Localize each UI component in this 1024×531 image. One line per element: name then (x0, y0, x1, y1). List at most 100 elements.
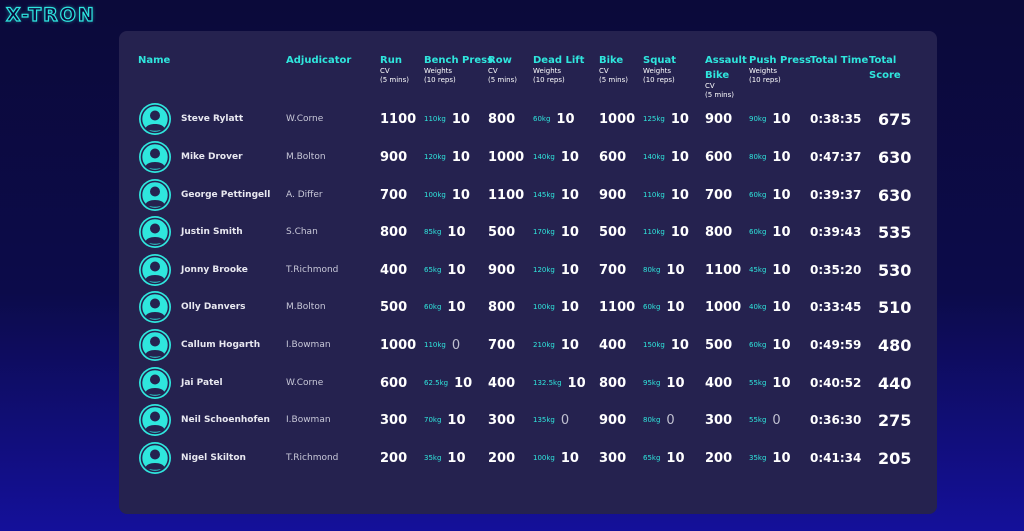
bench-press-weight: 100kg (424, 191, 446, 199)
bench-press-reps: 0 (451, 337, 461, 353)
squat: 80kg 0 (643, 402, 675, 438)
push-press: 90kg 10 (749, 101, 791, 137)
header-dead-lift: Dead Lift Weights (10 reps) (533, 55, 585, 84)
bench-press-weight: 120kg (424, 153, 446, 161)
push-press-weight: 80kg (749, 153, 767, 161)
dead-lift-reps: 0 (560, 412, 570, 428)
squat: 150kg 10 (643, 327, 689, 363)
dead-lift-reps: 10 (560, 450, 579, 466)
dead-lift-weight: 60kg (533, 115, 551, 123)
header-assault-bike: Assault Bike CV (5 mins) (705, 55, 747, 99)
bench-press: 120kg 10 (424, 139, 470, 175)
dead-lift: 120kg 10 (533, 252, 579, 288)
table-row: Steve Rylatt W.Corne 1100 110kg 10 800 60kg 10 1… (119, 101, 937, 137)
total-time: 0:40:52 (810, 376, 862, 390)
assault-bike-value: 700 (705, 187, 733, 203)
adjudicator-name: M.Bolton (286, 302, 326, 312)
bench-press: 70kg 10 (424, 402, 466, 438)
squat-weight: 95kg (643, 379, 661, 387)
total-score: 480 (878, 335, 912, 355)
row-value: 800 (488, 111, 516, 127)
push-press: 80kg 10 (749, 139, 791, 175)
push-press: 40kg 10 (749, 289, 791, 325)
dead-lift: 60kg 10 (533, 101, 575, 137)
table-row: Nigel Skilton T.Richmond 200 35kg 10 200 100kg… (119, 440, 937, 476)
squat: 60kg 10 (643, 289, 685, 325)
athlete-name: Jonny Brooke (181, 265, 248, 275)
table-row: Neil Schoenhofen I.Bowman 300 70kg 10 300 135k… (119, 402, 937, 438)
row-value: 900 (488, 262, 516, 278)
athlete-name: Justin Smith (181, 227, 243, 237)
push-press-reps: 0 (772, 412, 781, 428)
push-press-weight: 35kg (749, 454, 767, 462)
push-press-weight: 60kg (749, 228, 767, 236)
bike-value: 400 (599, 337, 627, 353)
header-push-press: Push Press Weights (10 reps) (749, 55, 811, 84)
total-score: 510 (878, 297, 912, 317)
header-total-time: Total Time (810, 55, 869, 66)
row-value: 500 (488, 224, 516, 240)
avatar-user-icon (139, 442, 171, 474)
header-bench-press: Bench Press Weights (10 reps) (424, 55, 493, 84)
row-value: 300 (488, 412, 516, 428)
bench-press: 60kg 10 (424, 289, 466, 325)
bench-press-weight: 110kg (424, 341, 446, 349)
push-press: 35kg 10 (749, 440, 791, 476)
dead-lift-reps: 10 (560, 262, 579, 278)
bench-press-reps: 10 (447, 224, 466, 240)
total-time: 0:35:20 (810, 263, 862, 277)
push-press: 60kg 10 (749, 327, 791, 363)
total-time: 0:49:59 (810, 338, 862, 352)
push-press-weight: 55kg (749, 379, 767, 387)
bench-press-reps: 10 (454, 375, 473, 391)
athlete-name: Neil Schoenhofen (181, 415, 270, 425)
squat-weight: 150kg (643, 341, 665, 349)
run-value: 400 (380, 262, 408, 278)
bike-value: 900 (599, 412, 627, 428)
athlete-name: Nigel Skilton (181, 453, 246, 463)
bench-press: 35kg 10 (424, 440, 466, 476)
bike-value: 1000 (599, 111, 636, 127)
assault-bike-value: 900 (705, 111, 733, 127)
push-press-reps: 10 (772, 111, 791, 127)
squat-reps: 10 (666, 299, 685, 315)
dead-lift-reps: 10 (560, 299, 579, 315)
bike-value: 300 (599, 450, 627, 466)
push-press: 60kg 10 (749, 177, 791, 213)
total-time: 0:47:37 (810, 150, 862, 164)
squat: 95kg 10 (643, 365, 685, 401)
avatar-user-icon (139, 367, 171, 399)
push-press-reps: 10 (772, 299, 791, 315)
adjudicator-name: S.Chan (286, 227, 318, 237)
dead-lift-reps: 10 (556, 111, 575, 127)
brand-logo: X-TRON (5, 3, 96, 26)
row-value: 800 (488, 299, 516, 315)
total-score: 675 (878, 109, 912, 129)
avatar-user-icon (139, 404, 171, 436)
adjudicator-name: I.Bowman (286, 415, 331, 425)
table-row: Justin Smith S.Chan 800 85kg 10 500 170kg 10 500… (119, 214, 937, 250)
push-press: 60kg 10 (749, 214, 791, 250)
push-press-reps: 10 (772, 450, 791, 466)
dead-lift-reps: 10 (560, 337, 579, 353)
push-press-weight: 45kg (749, 266, 767, 274)
dead-lift: 100kg 10 (533, 440, 579, 476)
bench-press-weight: 110kg (424, 115, 446, 123)
squat-weight: 125kg (643, 115, 665, 123)
header-bike: Bike CV (5 mins) (599, 55, 628, 84)
push-press-reps: 10 (772, 262, 791, 278)
athlete-name: Mike Drover (181, 152, 243, 162)
avatar-user-icon (139, 103, 171, 135)
push-press: 55kg 10 (749, 365, 791, 401)
bench-press-weight: 35kg (424, 454, 442, 462)
squat-weight: 140kg (643, 153, 665, 161)
avatar-user-icon (139, 254, 171, 286)
squat-reps: 0 (666, 412, 675, 428)
dead-lift-reps: 10 (560, 187, 579, 203)
dead-lift-weight: 120kg (533, 266, 555, 274)
squat-reps: 10 (666, 450, 685, 466)
adjudicator-name: T.Richmond (286, 453, 339, 463)
header-squat: Squat Weights (10 reps) (643, 55, 677, 84)
athlete-name: Steve Rylatt (181, 114, 244, 124)
squat: 125kg 10 (643, 101, 689, 137)
